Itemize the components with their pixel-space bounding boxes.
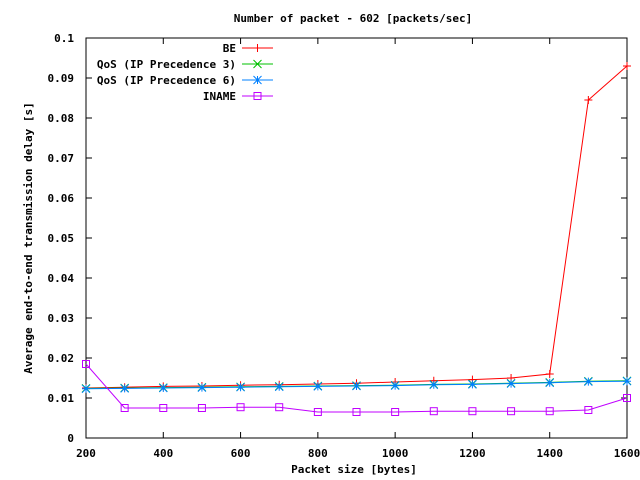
data-point-square <box>82 360 90 368</box>
data-point-square <box>623 394 631 402</box>
legend-label: QoS (IP Precedence 3) <box>97 58 236 71</box>
x-tick-label: 400 <box>153 447 173 460</box>
y-tick-label: 0.02 <box>48 352 75 365</box>
data-point-square <box>352 408 361 416</box>
data-point-star <box>120 384 129 393</box>
data-point-star <box>584 377 593 386</box>
data-point-square <box>253 92 262 100</box>
plot-area-frame <box>85 37 628 439</box>
data-point-star <box>236 382 245 392</box>
y-tick-label: 0 <box>67 432 74 445</box>
data-point-square <box>313 408 322 416</box>
data-point-cross <box>253 59 262 69</box>
y-tick-label: 0.1 <box>54 32 74 45</box>
data-point-square <box>159 404 168 412</box>
y-tick-label: 0.05 <box>48 232 75 245</box>
x-axis-label: Packet size [bytes] <box>291 463 417 476</box>
legend-label: BE <box>223 42 236 55</box>
x-tick-label: 1600 <box>614 447 640 460</box>
y-axis-label: Average end-to-end transmission delay [s… <box>22 102 35 374</box>
data-point-star <box>390 381 400 390</box>
y-tick-label: 0.09 <box>48 72 75 85</box>
data-point-star <box>253 75 262 85</box>
data-point-square <box>120 404 129 412</box>
y-tick-label: 0.08 <box>48 112 75 125</box>
data-point-plus <box>545 370 554 378</box>
y-tick-label: 0.01 <box>48 392 75 405</box>
data-point-square <box>468 407 477 416</box>
data-point-star <box>274 382 284 392</box>
x-tick-label: 200 <box>76 447 96 460</box>
legend-item: INAME <box>203 90 273 103</box>
data-point-square <box>545 407 554 416</box>
chart-title: Number of packet - 602 [packets/sec] <box>234 12 472 25</box>
data-point-star <box>197 383 207 392</box>
legend-item: QoS (IP Precedence 6) <box>97 74 273 87</box>
data-point-plus <box>584 96 593 104</box>
series-qos-ip-precedence-6 <box>81 376 632 394</box>
x-axis: 200 400 600 800 1000 1200 1400 1600 <box>76 38 640 460</box>
x-tick-label: 1400 <box>536 447 563 460</box>
y-tick-label: 0.07 <box>48 152 75 165</box>
data-point-square <box>584 406 593 414</box>
data-point-star <box>313 382 323 391</box>
legend-label: INAME <box>203 90 236 103</box>
data-point-square <box>507 407 516 416</box>
x-tick-label: 600 <box>231 447 251 460</box>
x-tick-label: 800 <box>308 447 328 460</box>
data-point-square <box>429 407 438 416</box>
x-tick-label: 1200 <box>459 447 486 460</box>
data-point-plus <box>253 44 262 52</box>
data-point-square <box>197 404 206 412</box>
legend-label: QoS (IP Precedence 6) <box>97 74 236 87</box>
legend: BE QoS (IP Precedence 3) QoS (IP Precedenc… <box>97 42 273 103</box>
data-point-star <box>622 376 632 386</box>
data-point-star <box>352 381 361 391</box>
series-iname <box>82 360 631 416</box>
legend-item: QoS (IP Precedence 3) <box>97 58 273 71</box>
series-line <box>85 363 628 413</box>
y-tick-label: 0.06 <box>48 192 75 205</box>
data-point-star <box>506 379 516 388</box>
data-point-square <box>391 408 400 416</box>
data-point-plus <box>623 62 631 70</box>
y-tick-label: 0.03 <box>48 312 75 325</box>
data-point-square <box>236 403 245 412</box>
data-point-star <box>545 378 555 388</box>
x-tick-label: 1000 <box>382 447 409 460</box>
data-point-star <box>429 380 439 390</box>
data-point-square <box>275 403 284 412</box>
data-point-star <box>158 383 168 393</box>
series-be <box>82 62 631 392</box>
series-line <box>85 65 628 389</box>
y-axis: 0 0.01 0.02 0.03 0.04 0.05 0.06 0.07 0.08 0.09 0.1 <box>48 32 627 445</box>
data-point-star <box>81 384 91 394</box>
y-tick-label: 0.04 <box>48 272 75 285</box>
legend-item: BE <box>223 42 273 55</box>
data-point-star <box>468 380 477 389</box>
series-layer <box>81 62 632 416</box>
